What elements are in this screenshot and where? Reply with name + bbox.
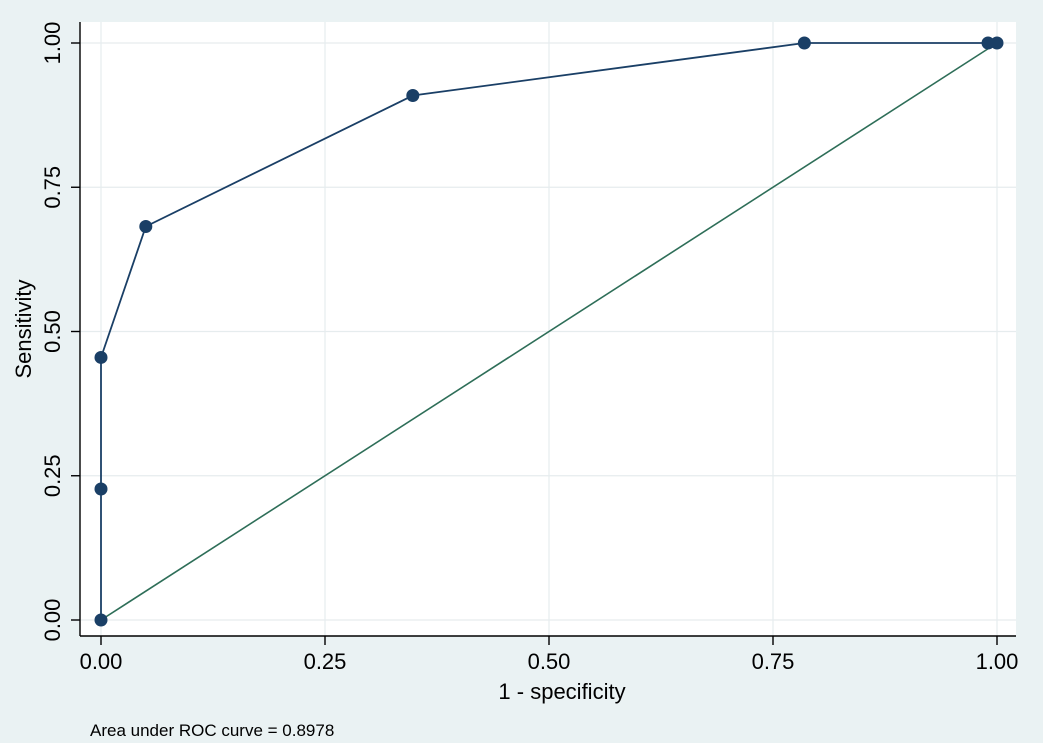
y-tick-label-3: 0.75 <box>40 166 65 209</box>
tick-labels: 0.00 0.25 0.50 0.75 1.00 0.00 0.25 0.50 0.75 1.00 <box>40 22 1019 674</box>
roc-point-7 <box>990 36 1004 50</box>
x-tick-label-3: 0.75 <box>752 649 795 674</box>
series <box>100 42 998 621</box>
auc-annotation: Area under ROC curve = 0.8978 <box>90 721 334 740</box>
x-tick-label-4: 1.00 <box>976 649 1019 674</box>
x-axis-title: 1 - specificity <box>498 679 625 704</box>
x-tick-label-2: 0.50 <box>528 649 571 674</box>
roc-curve-line <box>100 42 997 620</box>
y-tick-label-4: 1.00 <box>40 22 65 65</box>
reference-line <box>100 42 998 621</box>
y-tick-label-2: 0.50 <box>40 310 65 353</box>
y-tick-label-1: 0.25 <box>40 454 65 497</box>
axes <box>71 22 1016 645</box>
y-tick-label-0: 0.00 <box>40 599 65 642</box>
roc-point-1 <box>94 482 108 496</box>
x-tick-label-0: 0.00 <box>80 649 123 674</box>
roc-point-0 <box>94 613 108 627</box>
markers <box>94 36 1004 627</box>
roc-point-2 <box>94 350 108 364</box>
roc-point-3 <box>139 219 153 233</box>
y-axis-title: Sensitivity <box>11 279 36 378</box>
x-tick-label-1: 0.25 <box>304 649 347 674</box>
roc-point-5 <box>797 36 811 50</box>
roc-point-4 <box>406 89 420 103</box>
roc-point-6 <box>981 36 995 50</box>
